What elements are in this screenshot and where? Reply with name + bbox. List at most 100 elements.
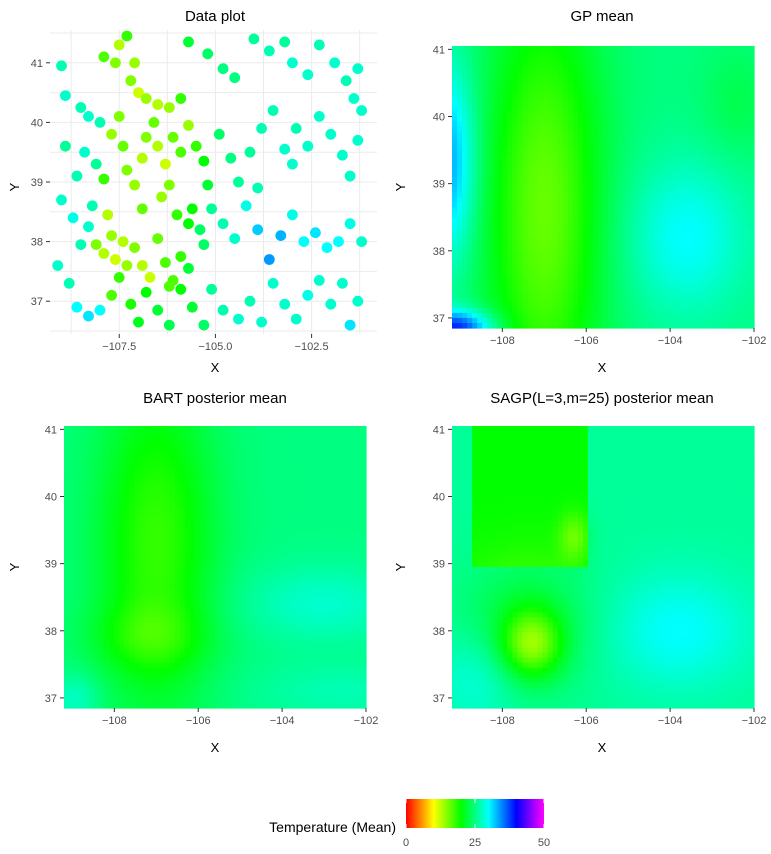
heatmap-cell bbox=[743, 307, 750, 314]
heatmap-cell bbox=[129, 657, 136, 664]
heatmap-cell bbox=[457, 257, 463, 264]
heatmap-cell bbox=[154, 466, 161, 472]
heatmap-cell bbox=[184, 551, 191, 558]
heatmap-cell bbox=[587, 292, 594, 299]
heatmap-cell bbox=[643, 212, 649, 218]
heatmap-cell bbox=[134, 682, 141, 689]
heatmap-cell bbox=[643, 131, 649, 138]
heatmap-cell bbox=[64, 582, 70, 588]
heatmap-cell bbox=[638, 282, 644, 289]
heatmap-cell bbox=[184, 481, 191, 488]
heatmap-cell bbox=[693, 232, 700, 238]
heatmap-cell bbox=[527, 171, 534, 178]
heatmap-cell bbox=[149, 531, 156, 538]
heatmap-cell bbox=[174, 541, 181, 548]
heatmap-cell bbox=[623, 237, 629, 243]
heatmap-cell bbox=[119, 536, 125, 543]
heatmap-cell bbox=[114, 531, 120, 538]
heatmap-cell bbox=[618, 111, 624, 118]
heatmap-cell bbox=[139, 481, 146, 488]
heatmap-cell bbox=[618, 212, 624, 218]
heatmap-cell bbox=[673, 192, 680, 198]
scatter-point bbox=[56, 194, 67, 206]
heatmap-cell bbox=[124, 431, 131, 437]
heatmap-cell bbox=[597, 272, 604, 279]
heatmap-cell bbox=[673, 322, 680, 329]
heatmap-cell bbox=[728, 151, 735, 158]
heatmap-cell bbox=[134, 647, 141, 654]
heatmap-cell bbox=[723, 242, 730, 249]
heatmap-cell bbox=[532, 91, 539, 97]
heatmap-cell bbox=[522, 71, 529, 77]
heatmap-cell bbox=[492, 106, 498, 113]
heatmap-cell bbox=[104, 637, 110, 644]
heatmap-cell bbox=[84, 612, 90, 618]
heatmap-cell bbox=[623, 277, 629, 284]
heatmap-cell bbox=[582, 272, 589, 279]
heatmap-cell bbox=[94, 582, 100, 588]
heatmap-cell bbox=[134, 531, 141, 538]
heatmap-cell bbox=[653, 322, 659, 329]
heatmap-cell bbox=[164, 692, 171, 699]
heatmap-cell bbox=[189, 587, 196, 593]
heatmap-cell bbox=[698, 126, 705, 133]
heatmap-cell bbox=[517, 232, 524, 238]
heatmap-cell bbox=[457, 287, 463, 294]
heatmap-cell bbox=[64, 677, 70, 684]
heatmap-cell bbox=[74, 617, 80, 623]
heatmap-cell bbox=[169, 612, 176, 618]
heatmap-cell bbox=[628, 111, 634, 118]
heatmap-cell bbox=[502, 131, 508, 138]
heatmap-cell bbox=[713, 257, 720, 264]
heatmap-cell bbox=[743, 312, 750, 319]
x-tick-label: −105.0 bbox=[198, 341, 232, 353]
heatmap-cell bbox=[618, 277, 624, 284]
heatmap-cell bbox=[577, 176, 584, 183]
heatmap-cell bbox=[658, 217, 664, 223]
heatmap-cell bbox=[124, 516, 131, 523]
heatmap-cell bbox=[703, 176, 710, 183]
heatmap-cell bbox=[64, 597, 70, 603]
heatmap-cell bbox=[79, 511, 85, 518]
heatmap-cell bbox=[467, 161, 473, 168]
heatmap-cell bbox=[114, 491, 120, 498]
heatmap-cell bbox=[189, 582, 196, 588]
heatmap-cell bbox=[623, 46, 629, 52]
heatmap-cell bbox=[542, 136, 549, 143]
heatmap-cell bbox=[618, 181, 624, 188]
heatmap-cell bbox=[653, 126, 659, 133]
heatmap-cell bbox=[104, 466, 110, 472]
heatmap-cell bbox=[557, 81, 564, 87]
heatmap-cell bbox=[169, 667, 176, 674]
heatmap-cell bbox=[678, 287, 685, 294]
heatmap-cell bbox=[69, 637, 75, 644]
heatmap-cell bbox=[104, 677, 110, 684]
heatmap-cell bbox=[597, 111, 604, 118]
heatmap-cell bbox=[472, 176, 478, 183]
heatmap-cell bbox=[683, 71, 690, 77]
heatmap-cell bbox=[557, 121, 564, 128]
heatmap-cell bbox=[738, 187, 745, 193]
heatmap-cell bbox=[552, 312, 559, 319]
heatmap-cell bbox=[582, 116, 589, 123]
heatmap-cell bbox=[582, 232, 589, 238]
heatmap-cell bbox=[582, 76, 589, 82]
heatmap-cell bbox=[683, 212, 690, 218]
heatmap-cell bbox=[164, 516, 171, 523]
heatmap-cell bbox=[613, 282, 619, 289]
heatmap-cell bbox=[482, 292, 488, 299]
scatter-point bbox=[183, 263, 194, 274]
heatmap-cell bbox=[537, 282, 544, 289]
heatmap-cell bbox=[487, 146, 493, 153]
heatmap-cell bbox=[643, 91, 649, 97]
heatmap-cell bbox=[658, 287, 664, 294]
heatmap-cell bbox=[139, 667, 146, 674]
heatmap-cell bbox=[532, 176, 539, 183]
heatmap-cell bbox=[628, 76, 634, 82]
heatmap-cell bbox=[537, 197, 544, 203]
heatmap-cell bbox=[512, 217, 519, 223]
heatmap-cell bbox=[94, 486, 100, 493]
heatmap-cell bbox=[532, 101, 539, 108]
heatmap-cell bbox=[487, 257, 493, 264]
heatmap-cell bbox=[139, 486, 146, 493]
